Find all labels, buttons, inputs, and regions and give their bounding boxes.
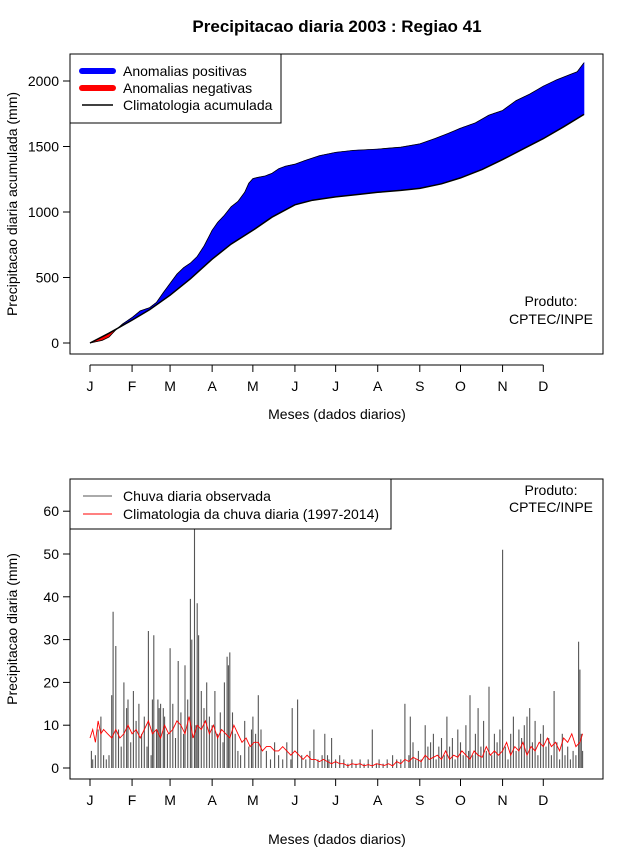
bottom-product-source: CPTEC/INPE: [509, 499, 593, 515]
bottom-x-tick-label: J: [87, 792, 94, 808]
top-x-tick-label: J: [332, 378, 339, 394]
bottom-product-label: Produto:: [525, 482, 578, 498]
legend-label-observed: Chuva diaria observada: [123, 488, 271, 504]
bottom-y-tick-label: 40: [43, 589, 59, 605]
daily-climatology-line: [89, 716, 584, 767]
bottom-x-tick-label: J: [332, 792, 339, 808]
bottom-x-tick-label: S: [415, 792, 424, 808]
top-x-tick-label: O: [455, 378, 466, 394]
bottom-x-tick-label: J: [291, 792, 298, 808]
top-y-tick-label: 2000: [28, 73, 59, 89]
bottom-x-tick-label: N: [498, 792, 508, 808]
top-x-tick-label: S: [415, 378, 424, 394]
bottom-x-tick-label: F: [128, 792, 137, 808]
climatology-cumulative-line: [89, 113, 585, 344]
top-x-tick-label: J: [87, 378, 94, 394]
bottom-y-tick-label: 30: [43, 632, 59, 648]
top-y-tick-label: 0: [51, 335, 59, 351]
bottom-x-tick-label: D: [538, 792, 548, 808]
observed-cumulative-line: [89, 62, 585, 344]
top-y-axis: 0 500 1000 1500 2000: [28, 73, 71, 351]
top-x-tick-label: F: [128, 378, 137, 394]
bottom-x-tick-label: A: [207, 792, 217, 808]
legend-label-positive: Anomalias positivas: [123, 63, 247, 79]
top-x-tick-label: A: [373, 378, 383, 394]
bottom-y-tick-label: 20: [43, 674, 59, 690]
legend-label-negative: Anomalias negativas: [123, 80, 252, 96]
top-x-tick-label: M: [164, 378, 176, 394]
bottom-y-tick-label: 0: [51, 760, 59, 776]
legend-label-climatology: Climatologia acumulada: [123, 97, 273, 113]
top-x-label: Meses (dados diarios): [268, 406, 406, 422]
bottom-y-tick-label: 10: [43, 717, 59, 733]
top-plot-area: [89, 61, 585, 344]
bottom-plot-area: [89, 528, 584, 768]
bottom-panel: 0 10 20 30 40 50 60 J F M A M J J A S O N D Meses (dados …: [4, 478, 604, 847]
top-x-tick-label: N: [498, 378, 508, 394]
bottom-legend-box: [69, 478, 392, 530]
top-x-tick-label: D: [538, 378, 548, 394]
figure-title: Precipitacao diaria 2003 : Regiao 41: [192, 17, 481, 36]
bottom-x-tick-label: M: [247, 792, 259, 808]
bottom-y-tick-label: 50: [43, 546, 59, 562]
bottom-y-tick-label: 60: [43, 503, 59, 519]
top-legend: Anomalias positivas Anomalias negativas …: [69, 53, 282, 124]
bottom-x-tick-label: A: [373, 792, 383, 808]
bottom-y-label: Precipitacao diaria (mm): [4, 553, 20, 705]
top-product-source: CPTEC/INPE: [509, 311, 593, 327]
legend-label-daily-climatology: Climatologia da chuva diaria (1997-2014): [123, 506, 379, 522]
top-y-tick-label: 1500: [28, 139, 59, 155]
bottom-y-axis: 0 10 20 30 40 50 60: [43, 503, 71, 776]
top-panel: 0 500 1000 1500 2000 J F M A M J J A S O N D Meses (dad…: [4, 53, 604, 422]
bottom-x-tick-label: M: [164, 792, 176, 808]
top-y-tick-label: 1000: [28, 204, 59, 220]
top-y-label: Precipitacao diaria acumulada (mm): [4, 92, 20, 316]
bottom-x-tick-label: O: [455, 792, 466, 808]
top-x-tick-label: J: [291, 378, 298, 394]
bottom-x-label: Meses (dados diarios): [268, 831, 406, 847]
top-y-tick-label: 500: [36, 270, 60, 286]
top-x-tick-label: A: [207, 378, 217, 394]
top-x-tick-label: M: [247, 378, 259, 394]
bottom-legend: Chuva diaria observada Climatologia da c…: [69, 478, 392, 530]
top-product-label: Produto:: [525, 293, 578, 309]
